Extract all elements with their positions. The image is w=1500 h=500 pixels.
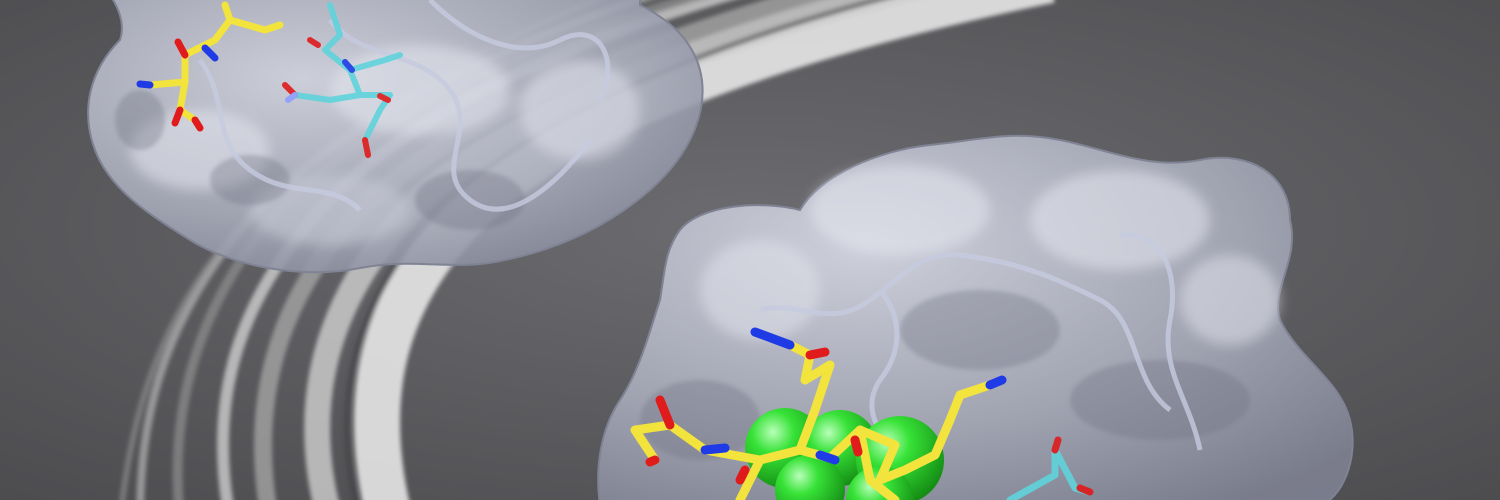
ligand-sticks-yellow-lower: [630, 327, 1007, 500]
ligand-sticks-cyan-lower: [1006, 436, 1094, 500]
ligand-sticks-yellow-upper: [136, 1, 284, 132]
ligand-sticks-cyan-upper: [282, 2, 403, 158]
protein-surface-lower-right: [597, 134, 1354, 500]
protein-surface-upper-left: [87, 0, 704, 274]
